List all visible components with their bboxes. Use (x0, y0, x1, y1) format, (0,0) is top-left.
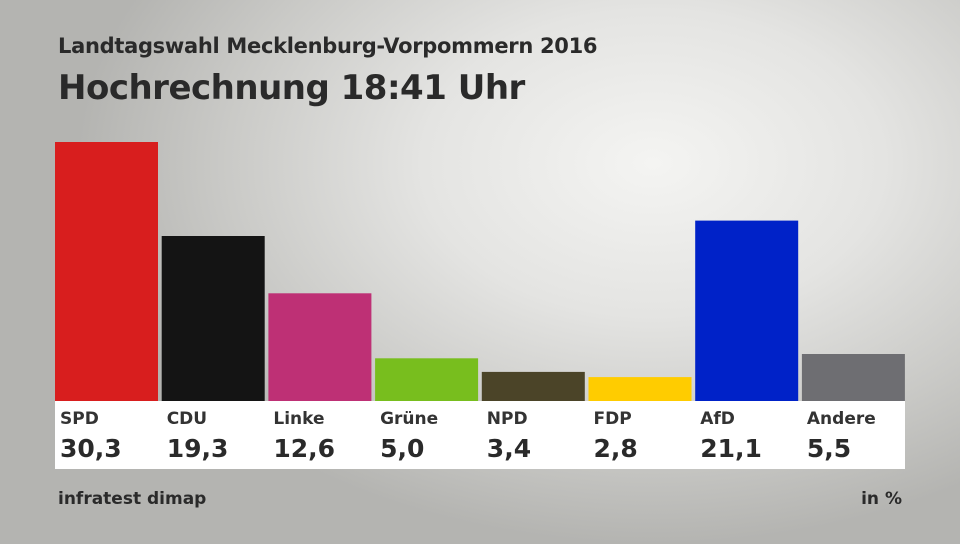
bar-cdu (161, 236, 265, 401)
value-label: 5,0 (380, 434, 425, 463)
category-label: Andere (806, 409, 876, 429)
bar-andere (801, 354, 905, 401)
bar-fdp (588, 377, 692, 401)
category-label: AfD (700, 409, 735, 429)
category-label: FDP (593, 409, 632, 429)
unit-label: in % (861, 489, 902, 509)
bar-linke (268, 293, 372, 401)
bar-grüne (375, 358, 479, 401)
bar-spd (55, 142, 158, 401)
bar-afd (695, 220, 799, 401)
value-label: 21,1 (700, 434, 762, 463)
value-label: 12,6 (273, 434, 336, 463)
value-label: 2,8 (593, 434, 638, 463)
category-label: Grüne (380, 409, 439, 429)
category-label: CDU (166, 409, 208, 429)
bar-npd (481, 371, 585, 401)
category-label: NPD (486, 409, 528, 429)
category-label: Linke (273, 409, 325, 429)
value-label: 5,5 (806, 434, 852, 463)
value-label: 19,3 (166, 434, 229, 463)
chart-title: Hochrechnung 18:41 Uhr (58, 68, 525, 108)
value-label: 3,4 (486, 434, 532, 463)
category-label: SPD (60, 409, 99, 429)
label-band (55, 401, 905, 469)
source-label: infratest dimap (58, 489, 207, 509)
value-label: 30,3 (60, 434, 122, 463)
chart-subtitle: Landtagswahl Mecklenburg-Vorpommern 2016 (58, 34, 598, 58)
